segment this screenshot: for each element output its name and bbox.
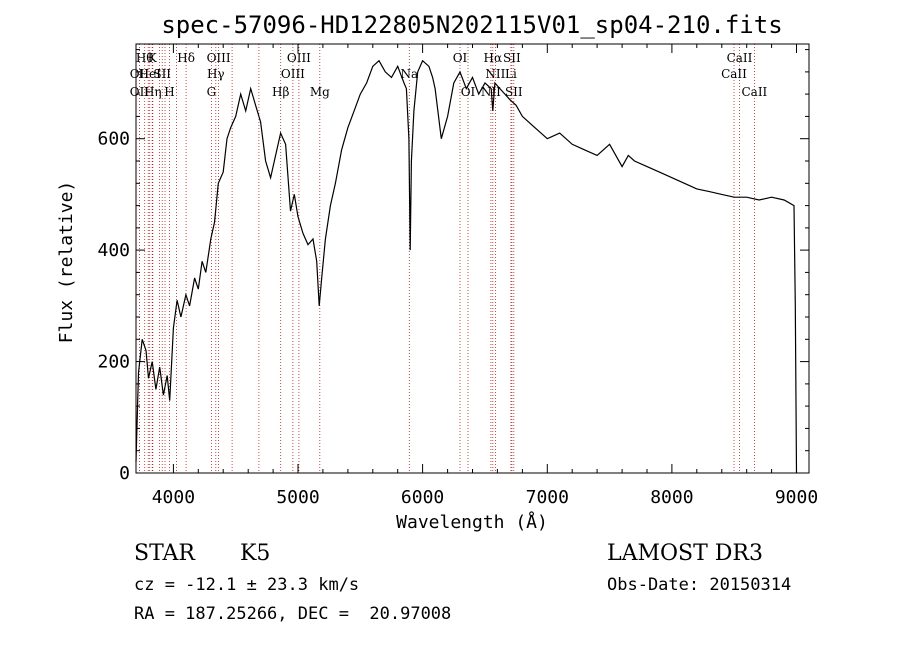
line-label: HeI (139, 67, 162, 81)
line-label: Na (400, 67, 418, 81)
y-tick-label: 200 (97, 352, 130, 373)
obs-date: Obs-Date: 20150314 (607, 575, 792, 595)
line-label: OIII (287, 51, 311, 65)
line-label: OI (453, 51, 468, 65)
line-label: CaII (727, 51, 753, 65)
redshift-cz: cz = -12.1 ± 23.3 km/s (134, 575, 360, 595)
line-label: Hα (484, 51, 503, 65)
line-label: H (164, 85, 174, 99)
line-label: OI (461, 85, 476, 99)
line-label: SII (153, 67, 171, 81)
line-label: Hγ (207, 67, 225, 81)
line-label: K (148, 51, 158, 65)
line-label: OIII (207, 51, 231, 65)
x-tick-label: 8000 (650, 487, 693, 508)
chart-title: spec-57096-HD122805N202115V01_sp04-210.f… (161, 11, 782, 39)
line-label: CaII (741, 85, 767, 99)
line-label: OII (130, 67, 150, 81)
x-tick-label: 7000 (526, 487, 569, 508)
x-axis-ticks: 4000 5000 6000 7000 8000 9000 (152, 44, 818, 508)
line-label: OIII (281, 67, 305, 81)
spectrum-series-line (135, 59, 798, 474)
spectral-subclass: K5 (240, 541, 271, 566)
line-label: SII (505, 85, 523, 99)
line-label: Hβ (272, 85, 289, 99)
line-label: OII (130, 85, 150, 99)
line-label: Mg (310, 85, 330, 99)
x-tick-label: 9000 (775, 487, 818, 508)
line-label: G (207, 85, 217, 99)
line-label: CaII (721, 67, 747, 81)
line-label: Hθ (136, 51, 154, 65)
x-tick-label: 4000 (152, 487, 195, 508)
x-axis-label: Wavelength (Å) (396, 511, 548, 533)
line-label: SII (503, 51, 521, 65)
survey-name: LAMOST DR3 (607, 541, 763, 566)
y-tick-label: 0 (119, 463, 130, 484)
line-label: Li (505, 67, 517, 81)
x-tick-label: 6000 (401, 487, 444, 508)
y-tick-label: 400 (97, 240, 130, 261)
y-axis-ticks: 0 200 400 600 (97, 49, 809, 484)
line-label: Hη (144, 85, 162, 99)
line-label: Hδ (177, 51, 195, 65)
spectrum-chart: spec-57096-HD122805N202115V01_sp04-210.f… (56, 11, 818, 533)
line-label: NII (485, 67, 505, 81)
emission-lines-group (138, 44, 755, 473)
coordinates: RA = 187.25266, DEC = 20.97008 (134, 604, 452, 624)
x-tick-label: 5000 (276, 487, 319, 508)
y-tick-label: 600 (97, 129, 130, 150)
object-type: STAR (134, 541, 195, 566)
y-axis-label: Flux (relative) (56, 181, 77, 344)
